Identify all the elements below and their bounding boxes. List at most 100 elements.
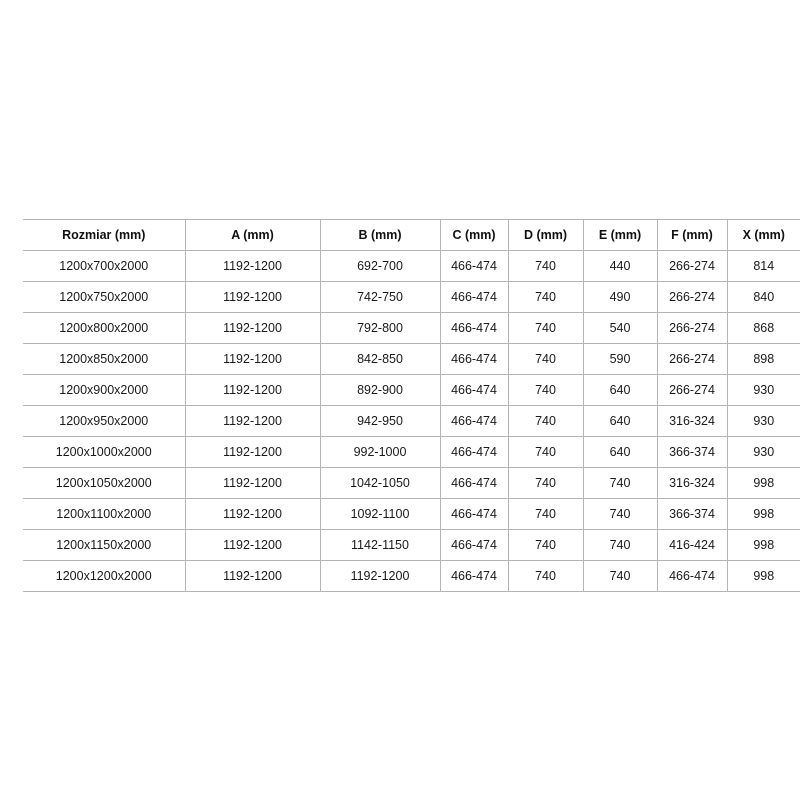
cell-b: 892-900 xyxy=(320,374,441,406)
cell-f: 266-274 xyxy=(657,312,728,344)
cell-d: 740 xyxy=(508,374,584,406)
cell-d: 740 xyxy=(508,343,584,375)
cell-size: 1200x800x2000 xyxy=(23,312,186,344)
cell-d: 740 xyxy=(508,498,584,530)
cell-size: 1200x1150x2000 xyxy=(23,529,186,561)
cell-size: 1200x750x2000 xyxy=(23,281,186,313)
cell-a: 1192-1200 xyxy=(185,560,321,592)
cell-a: 1192-1200 xyxy=(185,312,321,344)
column-header-b: B (mm) xyxy=(320,219,441,251)
cell-f: 266-274 xyxy=(657,281,728,313)
cell-b: 942-950 xyxy=(320,405,441,437)
cell-size: 1200x950x2000 xyxy=(23,405,186,437)
cell-x: 998 xyxy=(727,529,800,561)
cell-c: 466-474 xyxy=(440,467,509,499)
cell-a: 1192-1200 xyxy=(185,467,321,499)
cell-e: 740 xyxy=(583,498,658,530)
table-row: 1200x1150x2000 1192-1200 1142-1150 466-474 7… xyxy=(23,529,800,561)
cell-e: 640 xyxy=(583,405,658,437)
cell-a: 1192-1200 xyxy=(185,436,321,468)
table-row: 1200x1200x2000 1192-1200 1192-1200 466-474 7… xyxy=(23,560,800,592)
cell-c: 466-474 xyxy=(440,529,509,561)
cell-c: 466-474 xyxy=(440,405,509,437)
table-body: 1200x700x2000 1192-1200 692-700 466-474 740 4… xyxy=(23,250,800,592)
cell-f: 266-274 xyxy=(657,374,728,406)
cell-d: 740 xyxy=(508,467,584,499)
cell-b: 1142-1150 xyxy=(320,529,441,561)
cell-e: 740 xyxy=(583,529,658,561)
cell-x: 998 xyxy=(727,560,800,592)
cell-f: 266-274 xyxy=(657,343,728,375)
cell-size: 1200x1050x2000 xyxy=(23,467,186,499)
table-row: 1200x800x2000 1192-1200 792-800 466-474 740 5… xyxy=(23,312,800,344)
column-header-c: C (mm) xyxy=(440,219,509,251)
cell-x: 868 xyxy=(727,312,800,344)
cell-f: 416-424 xyxy=(657,529,728,561)
cell-d: 740 xyxy=(508,436,584,468)
table-row: 1200x950x2000 1192-1200 942-950 466-474 740 6… xyxy=(23,405,800,437)
column-header-f: F (mm) xyxy=(657,219,728,251)
cell-e: 490 xyxy=(583,281,658,313)
table-row: 1200x1050x2000 1192-1200 1042-1050 466-474 7… xyxy=(23,467,800,499)
cell-c: 466-474 xyxy=(440,281,509,313)
cell-a: 1192-1200 xyxy=(185,529,321,561)
column-header-x: X (mm) xyxy=(727,219,800,251)
cell-e: 740 xyxy=(583,560,658,592)
cell-d: 740 xyxy=(508,529,584,561)
cell-c: 466-474 xyxy=(440,498,509,530)
cell-b: 1042-1050 xyxy=(320,467,441,499)
cell-e: 540 xyxy=(583,312,658,344)
cell-a: 1192-1200 xyxy=(185,343,321,375)
cell-size: 1200x1200x2000 xyxy=(23,560,186,592)
table-row: 1200x750x2000 1192-1200 742-750 466-474 740 4… xyxy=(23,281,800,313)
cell-b: 1092-1100 xyxy=(320,498,441,530)
column-header-size: Rozmiar (mm) xyxy=(23,219,186,251)
cell-size: 1200x1100x2000 xyxy=(23,498,186,530)
table-row: 1200x1100x2000 1192-1200 1092-1100 466-474 7… xyxy=(23,498,800,530)
cell-c: 466-474 xyxy=(440,560,509,592)
dimensions-table: Rozmiar (mm) A (mm) B (mm) C (mm) D (mm) E (m… xyxy=(23,219,800,592)
cell-a: 1192-1200 xyxy=(185,374,321,406)
cell-e: 740 xyxy=(583,467,658,499)
column-header-e: E (mm) xyxy=(583,219,658,251)
cell-f: 316-324 xyxy=(657,467,728,499)
cell-d: 740 xyxy=(508,250,584,282)
table-row: 1200x900x2000 1192-1200 892-900 466-474 740 6… xyxy=(23,374,800,406)
cell-b: 1192-1200 xyxy=(320,560,441,592)
cell-f: 366-374 xyxy=(657,498,728,530)
cell-x: 814 xyxy=(727,250,800,282)
cell-c: 466-474 xyxy=(440,436,509,468)
cell-size: 1200x850x2000 xyxy=(23,343,186,375)
cell-d: 740 xyxy=(508,405,584,437)
cell-b: 842-850 xyxy=(320,343,441,375)
table-row: 1200x700x2000 1192-1200 692-700 466-474 740 4… xyxy=(23,250,800,282)
cell-size: 1200x700x2000 xyxy=(23,250,186,282)
table-row: 1200x1000x2000 1192-1200 992-1000 466-474 74… xyxy=(23,436,800,468)
table-header: Rozmiar (mm) A (mm) B (mm) C (mm) D (mm) E (m… xyxy=(23,219,800,251)
cell-b: 992-1000 xyxy=(320,436,441,468)
column-header-a: A (mm) xyxy=(185,219,321,251)
column-header-d: D (mm) xyxy=(508,219,584,251)
cell-c: 466-474 xyxy=(440,343,509,375)
cell-x: 930 xyxy=(727,436,800,468)
table-header-row: Rozmiar (mm) A (mm) B (mm) C (mm) D (mm) E (m… xyxy=(23,219,800,251)
cell-e: 640 xyxy=(583,374,658,406)
cell-f: 266-274 xyxy=(657,250,728,282)
cell-e: 640 xyxy=(583,436,658,468)
cell-a: 1192-1200 xyxy=(185,250,321,282)
cell-b: 742-750 xyxy=(320,281,441,313)
cell-x: 998 xyxy=(727,498,800,530)
cell-f: 316-324 xyxy=(657,405,728,437)
cell-c: 466-474 xyxy=(440,312,509,344)
cell-size: 1200x1000x2000 xyxy=(23,436,186,468)
cell-x: 998 xyxy=(727,467,800,499)
cell-c: 466-474 xyxy=(440,374,509,406)
cell-d: 740 xyxy=(508,312,584,344)
cell-e: 590 xyxy=(583,343,658,375)
table-row: 1200x850x2000 1192-1200 842-850 466-474 740 5… xyxy=(23,343,800,375)
cell-e: 440 xyxy=(583,250,658,282)
cell-b: 692-700 xyxy=(320,250,441,282)
cell-x: 840 xyxy=(727,281,800,313)
cell-x: 930 xyxy=(727,374,800,406)
